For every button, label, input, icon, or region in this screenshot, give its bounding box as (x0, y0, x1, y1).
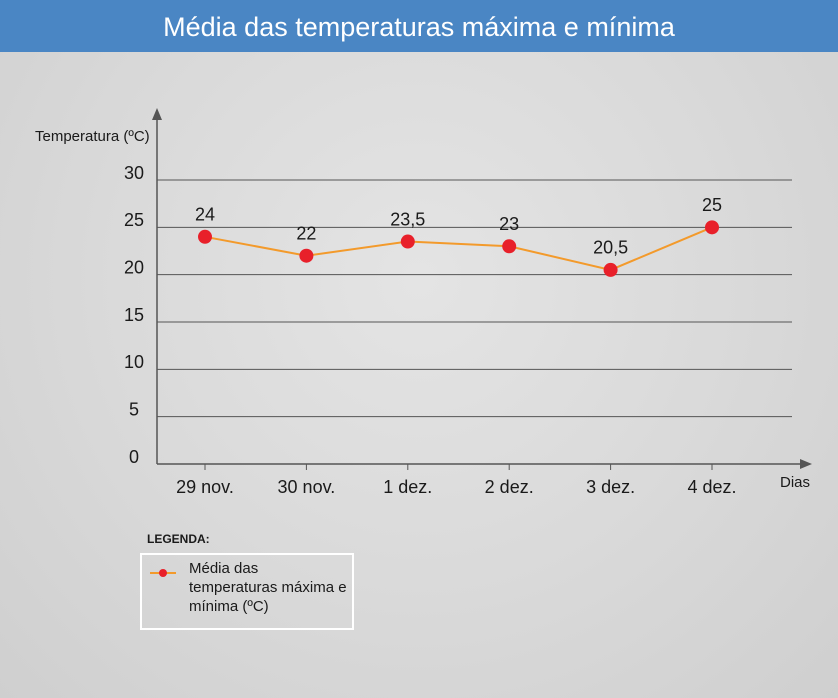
x-axis-arrow (800, 459, 812, 469)
data-point (603, 262, 618, 277)
x-tick-label: 3 dez. (586, 477, 635, 497)
data-point (198, 229, 212, 244)
y-tick-label: 30 (124, 163, 144, 183)
x-tick-label: 30 nov. (278, 477, 336, 497)
data-point (299, 248, 314, 263)
x-axis-label: Dias (780, 474, 810, 491)
data-label: 20,5 (593, 238, 628, 258)
legend: Média das temperaturas máxima e mínima (… (140, 553, 354, 630)
y-tick-label: 20 (124, 257, 144, 277)
y-axis-arrow (152, 108, 162, 120)
data-label: 23,5 (390, 209, 425, 229)
data-point (502, 239, 517, 254)
y-tick-label: 10 (124, 352, 144, 372)
y-tick-label: 5 (129, 399, 139, 419)
data-label: 24 (195, 205, 215, 225)
y-tick-label: 0 (129, 447, 139, 467)
legend-title: LEGENDA: (147, 532, 210, 546)
x-tick-label: 2 dez. (485, 477, 534, 497)
data-point (400, 234, 415, 249)
data-line (204, 226, 713, 271)
legend-label: Média das temperaturas máxima e mínima (… (189, 560, 347, 615)
x-tick-label: 4 dez. (687, 477, 736, 497)
legend-dot (159, 569, 167, 577)
x-tick-label: 29 nov. (176, 477, 234, 497)
data-point (705, 220, 719, 235)
y-tick-label: 25 (124, 210, 144, 230)
y-tick-label: 15 (124, 305, 144, 325)
data-label: 23 (499, 214, 519, 234)
x-tick-label: 1 dez. (383, 477, 432, 497)
y-axis-label: Temperatura (ºC) (35, 128, 150, 145)
data-label: 25 (702, 195, 722, 215)
chart-title: Média das temperaturas máxima e mínima (0, 0, 838, 52)
legend-marker (150, 569, 176, 577)
data-label: 22 (296, 223, 316, 243)
